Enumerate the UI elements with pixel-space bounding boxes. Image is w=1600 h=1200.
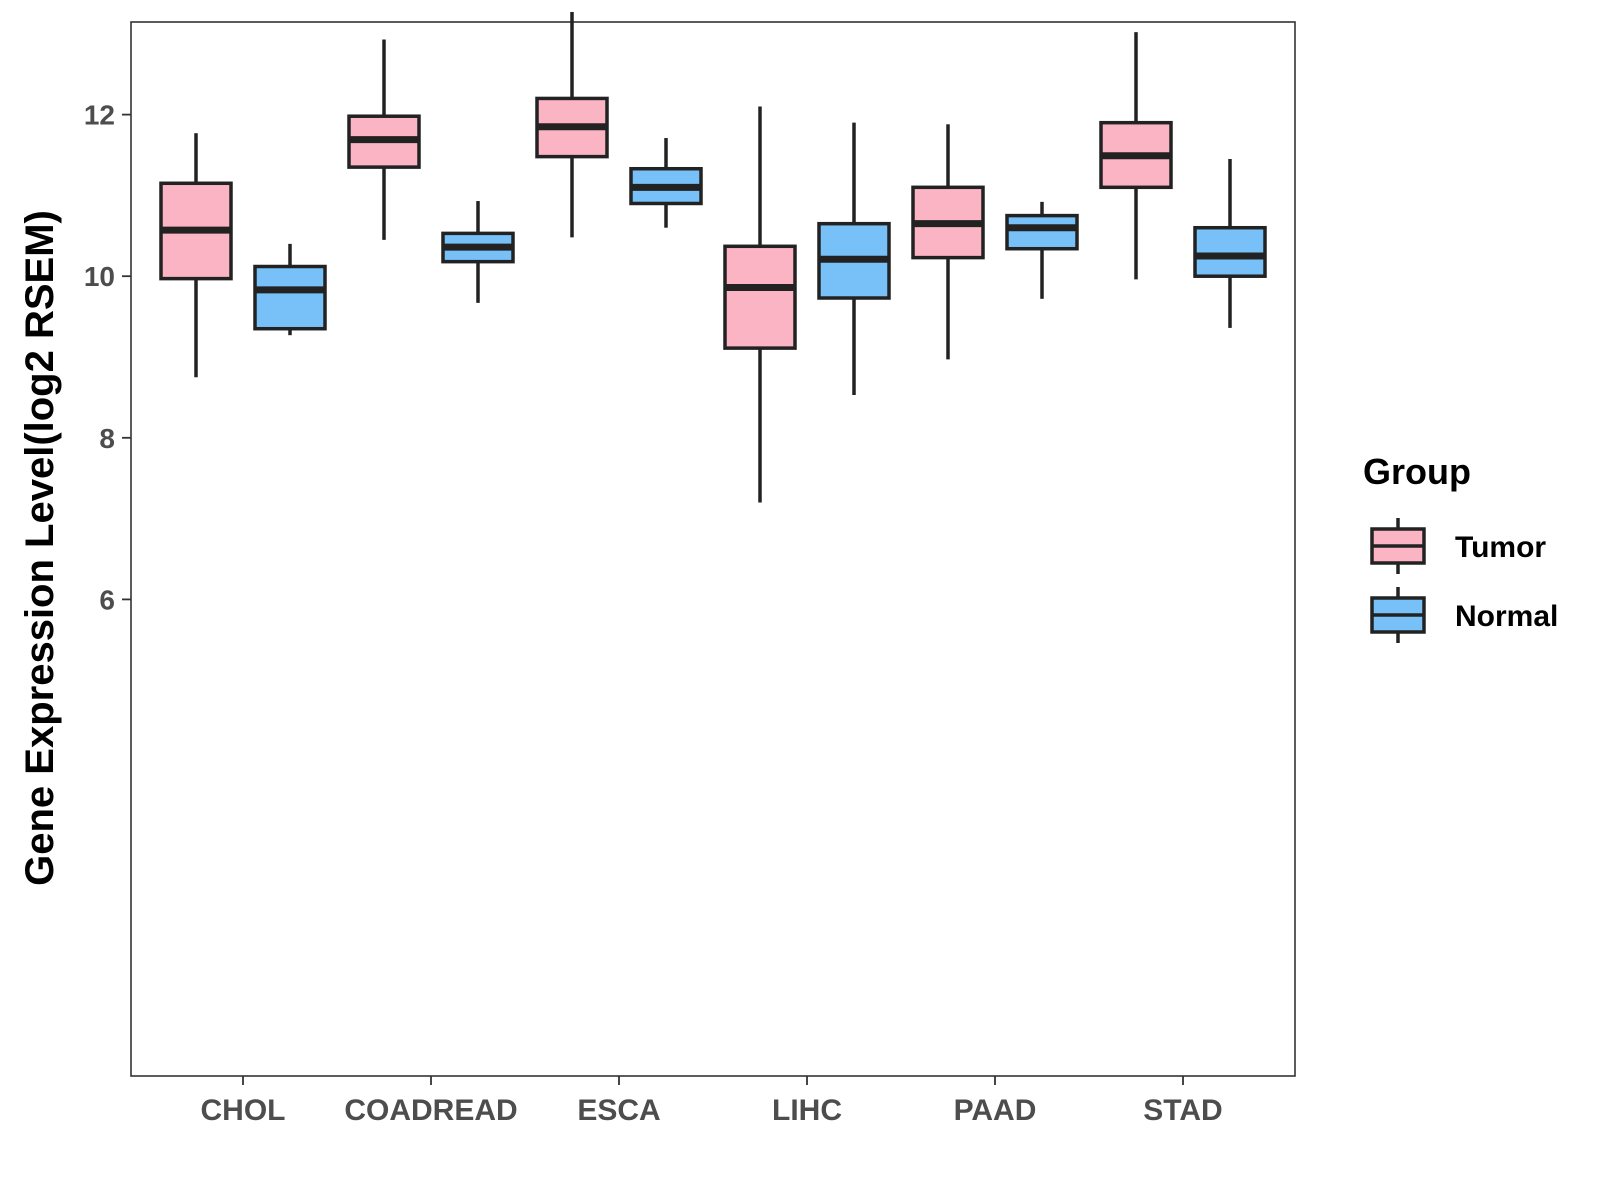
box-normal-coadread bbox=[441, 201, 515, 303]
box-normal-paad bbox=[1005, 201, 1079, 299]
box-tumor-esca bbox=[535, 11, 609, 238]
box-iqr bbox=[1005, 213, 1079, 251]
box-tumor-lihc bbox=[723, 106, 797, 503]
box-normal-chol bbox=[253, 243, 327, 336]
legend-title: Group bbox=[1363, 451, 1471, 492]
y-tick-label: 12 bbox=[84, 100, 115, 131]
box-iqr bbox=[253, 264, 327, 331]
x-tick-label: CHOL bbox=[201, 1094, 286, 1127]
box-tumor-paad bbox=[911, 124, 985, 360]
legend-label: Tumor bbox=[1455, 531, 1546, 564]
plot-panel-border bbox=[130, 21, 1296, 1077]
box-iqr bbox=[1193, 225, 1267, 278]
box-tumor-coadread bbox=[347, 39, 421, 240]
x-tick-label: LIHC bbox=[772, 1094, 842, 1127]
x-tick-label: STAD bbox=[1143, 1094, 1222, 1127]
y-axis-title: Gene Expression Level(log2 RSEM) bbox=[18, 210, 62, 886]
legend-item-tumor: Tumor bbox=[1370, 518, 1546, 574]
y-tick-label: 10 bbox=[84, 261, 115, 292]
legend: Group Tumor Normal bbox=[1363, 451, 1558, 643]
box-tumor-chol bbox=[159, 133, 233, 378]
box-normal-stad bbox=[1193, 159, 1267, 328]
box-normal-lihc bbox=[817, 122, 891, 395]
y-axis: 68101214 bbox=[84, 100, 131, 615]
x-axis: CHOL COADREAD ESCA LIHC PAAD STAD bbox=[201, 1076, 1223, 1127]
box-tumor-stad bbox=[1099, 32, 1173, 280]
box-iqr bbox=[723, 244, 797, 350]
box-normal-esca bbox=[629, 138, 703, 228]
x-tick-label: PAAD bbox=[954, 1094, 1037, 1127]
legend-item-normal: Normal bbox=[1370, 587, 1558, 643]
x-tick-label: ESCA bbox=[577, 1094, 660, 1127]
boxes bbox=[159, 11, 1267, 503]
y-tick-label: 6 bbox=[99, 584, 115, 615]
x-tick-label: COADREAD bbox=[344, 1094, 517, 1127]
y-tick-label: 8 bbox=[99, 423, 115, 454]
legend-label: Normal bbox=[1455, 600, 1558, 633]
